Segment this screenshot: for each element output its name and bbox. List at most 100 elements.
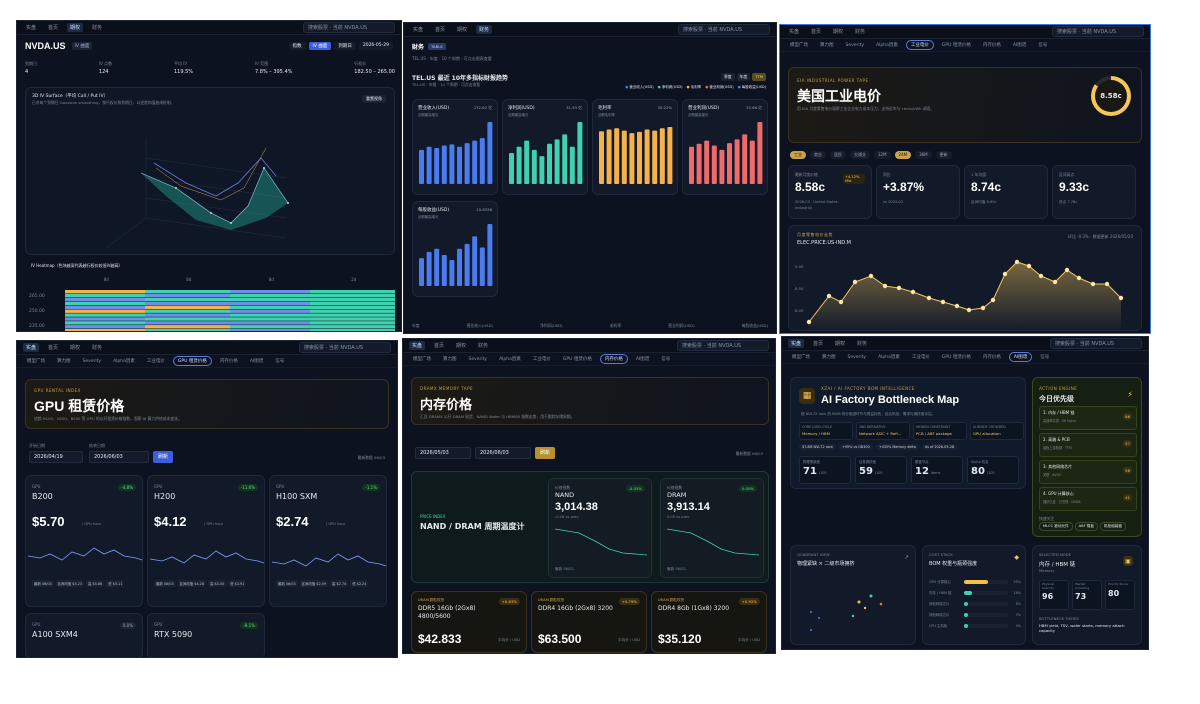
- chip-6[interactable]: 内存价格: [982, 43, 1001, 48]
- tab-home[interactable]: 首页: [434, 343, 445, 349]
- metric-card[interactable]: 营业收入(USD) 172.62 亿近期最高增长: [412, 99, 498, 195]
- quadrant-scatter[interactable]: [791, 546, 917, 646]
- tab-finance[interactable]: 财务: [92, 25, 103, 31]
- refresh-button[interactable]: 刷新: [535, 447, 556, 459]
- chip-3[interactable]: Alpha因素: [878, 355, 900, 360]
- index-card[interactable]: 价格指数 NAND 3,014.38 -0.16 vs prev -0.05% 最新 06…: [548, 478, 652, 578]
- chip-2[interactable]: Severity: [82, 358, 102, 364]
- tab-home[interactable]: 首页: [48, 345, 59, 351]
- memory-item-card[interactable]: DRAM 颗粒现货 DDR4 8Gb (1Gx8) 3200 +0.92% $35.1…: [651, 591, 767, 653]
- search-input[interactable]: 搜索股票 · 当前 NVDA.US: [299, 342, 391, 353]
- chip-8[interactable]: 信号: [1038, 43, 1048, 48]
- period-annual[interactable]: 年度: [736, 73, 751, 81]
- tab-home[interactable]: 首页: [435, 27, 446, 33]
- tab-options[interactable]: 期权: [456, 343, 467, 349]
- tab-live[interactable]: 实盘: [409, 341, 426, 350]
- control-index[interactable]: 指数: [288, 42, 306, 50]
- quick-chip[interactable]: ABF 载板: [1074, 522, 1098, 531]
- chip-4[interactable]: 工业电价: [146, 359, 165, 364]
- chip-3[interactable]: Alpha因素: [113, 359, 135, 364]
- tab-finance[interactable]: 财务: [478, 343, 489, 349]
- control-iv-surface[interactable]: IV 曲面: [308, 42, 332, 50]
- search-input[interactable]: 搜索股票 · 当前 NVDA.US: [1052, 26, 1144, 37]
- chip-0[interactable]: 模型广场: [27, 359, 45, 364]
- period-quarter[interactable]: 季度: [720, 73, 735, 81]
- gpu-card[interactable]: GPU H200 -11.6% $4.12 / GPU hour 最新 06/03 区间均值…: [147, 475, 265, 607]
- chip-6[interactable]: 内存价格: [599, 354, 628, 364]
- end-date-input[interactable]: 2026/06/03: [475, 447, 531, 459]
- filter-chip[interactable]: 商业: [810, 151, 826, 159]
- metric-card[interactable]: 每股收益(USD) 10.8336 近期最高增长: [412, 201, 498, 297]
- chip-2[interactable]: Severity: [845, 42, 865, 48]
- iv-surface-3d[interactable]: [26, 88, 396, 256]
- tab-options[interactable]: 期权: [70, 345, 81, 351]
- reset-view-button[interactable]: 重置视角: [362, 95, 386, 103]
- iv-heatmap[interactable]: [65, 287, 395, 332]
- filter-chip[interactable]: 24M: [894, 151, 912, 159]
- search-input[interactable]: 搜索股票 · 当前 NVDA.US: [303, 22, 395, 33]
- period-ttm[interactable]: TTM: [752, 73, 766, 81]
- metric-card[interactable]: 营业利润(USD) 33.66 亿近期最高增长: [682, 99, 768, 195]
- filter-chip[interactable]: 12M: [874, 151, 891, 159]
- expand-icon[interactable]: ↗: [903, 554, 909, 561]
- start-date-input[interactable]: 2026/04/19: [29, 451, 83, 463]
- chip-0[interactable]: 模型广场: [790, 43, 808, 48]
- tab-home[interactable]: 首页: [813, 341, 824, 347]
- tab-options[interactable]: 期权: [833, 29, 844, 35]
- refresh-button[interactable]: 刷新: [153, 451, 174, 463]
- search-input[interactable]: 搜索股票 · 当前 NVDA.US: [677, 340, 769, 351]
- tab-live[interactable]: 实盘: [23, 343, 40, 352]
- metric-card[interactable]: 净利润(USD) 31.93 亿近期最高增长: [502, 99, 588, 195]
- chip-5[interactable]: GPU 租赁价格: [562, 357, 592, 362]
- tab-finance[interactable]: 财务: [857, 341, 868, 347]
- memory-item-card[interactable]: DRAM 颗粒现货 DDR5 16Gb (2Gx8) 4800/5600 +0.63…: [411, 591, 527, 653]
- gpu-card[interactable]: GPU H100 SXM -1.1% $2.74 / GPU hour 最新 06/03 区…: [269, 475, 387, 607]
- tab-options[interactable]: 期权: [457, 27, 468, 33]
- filter-chip[interactable]: 居民: [830, 151, 846, 159]
- tab-finance[interactable]: 财务: [92, 345, 103, 351]
- search-input[interactable]: 搜索股票 · 当前 NVDA.US: [678, 24, 770, 35]
- filter-chip[interactable]: 工业: [790, 151, 806, 159]
- tab-live[interactable]: 实盘: [789, 29, 800, 35]
- filter-chip[interactable]: 36M: [915, 151, 932, 159]
- chip-2[interactable]: Severity: [847, 354, 867, 360]
- action-item[interactable]: 3. 其他网络芯片 关联 · AVGO 56: [1039, 460, 1137, 484]
- chip-8[interactable]: 信号: [661, 357, 671, 362]
- action-item[interactable]: 1. 内存 / HBM 链高速率共振 · SK Hynix 86: [1039, 406, 1137, 430]
- chip-1[interactable]: 算力图: [822, 355, 836, 360]
- chip-4[interactable]: 工业电价: [905, 40, 934, 50]
- chip-6[interactable]: 内存价格: [982, 355, 1001, 360]
- metric-card[interactable]: 毛利率 35.22% 近期毛利率: [592, 99, 678, 195]
- tab-live[interactable]: 实盘: [788, 339, 805, 348]
- chip-1[interactable]: 算力图: [57, 359, 71, 364]
- chip-2[interactable]: Severity: [468, 356, 488, 362]
- index-card[interactable]: 价格指数 DRAM 3,913.14 0.00 vs prev 0.00% 最新 06/0…: [660, 478, 764, 578]
- tab-options[interactable]: 期权: [67, 23, 84, 32]
- chip-8[interactable]: 信号: [275, 359, 285, 364]
- chip-7[interactable]: AI图谱: [1012, 43, 1027, 48]
- chip-4[interactable]: 工业电价: [911, 355, 930, 360]
- search-input[interactable]: 搜索股票 · 当前 NVDA.US: [1050, 338, 1142, 349]
- chip-6[interactable]: 内存价格: [219, 359, 238, 364]
- control-expiry[interactable]: 到期日: [334, 42, 356, 50]
- chip-7[interactable]: AI图谱: [635, 357, 650, 362]
- chip-3[interactable]: Alpha因素: [499, 357, 521, 362]
- tab-options[interactable]: 期权: [835, 341, 846, 347]
- filter-chip[interactable]: 交通业: [850, 151, 870, 159]
- quick-chip[interactable]: 机柜组装链: [1099, 522, 1126, 531]
- action-item[interactable]: 2. 高端 & PCB 载板上游瓶颈 · TTM 57: [1039, 433, 1137, 457]
- chip-1[interactable]: 算力图: [820, 43, 834, 48]
- memory-item-card[interactable]: DRAM 颗粒现货 DDR4 16Gb (2Gx8) 3200 +0.79% $63.…: [531, 591, 647, 653]
- tab-live[interactable]: 实盘: [26, 25, 37, 31]
- gpu-card[interactable]: GPU B200 -4.8% $5.70 / GPU hour 最新 06/03 区间均值 …: [25, 475, 143, 607]
- tab-home[interactable]: 首页: [48, 25, 59, 31]
- action-item[interactable]: 4. GPU 计算核心 拥挤已显 · 已兑现 · NVDA 41: [1039, 487, 1137, 511]
- chip-4[interactable]: 工业电价: [532, 357, 551, 362]
- quick-chip[interactable]: MLCC 被动元件: [1039, 522, 1073, 531]
- gpu-card[interactable]: GPU A100 SXM4 0.0%: [25, 613, 143, 657]
- tab-live[interactable]: 实盘: [413, 27, 424, 33]
- chip-8[interactable]: 信号: [1040, 355, 1050, 360]
- chip-7[interactable]: AI图谱: [249, 359, 264, 364]
- start-date-input[interactable]: 2026/05/03: [415, 447, 471, 459]
- chip-0[interactable]: 模型广场: [792, 355, 810, 360]
